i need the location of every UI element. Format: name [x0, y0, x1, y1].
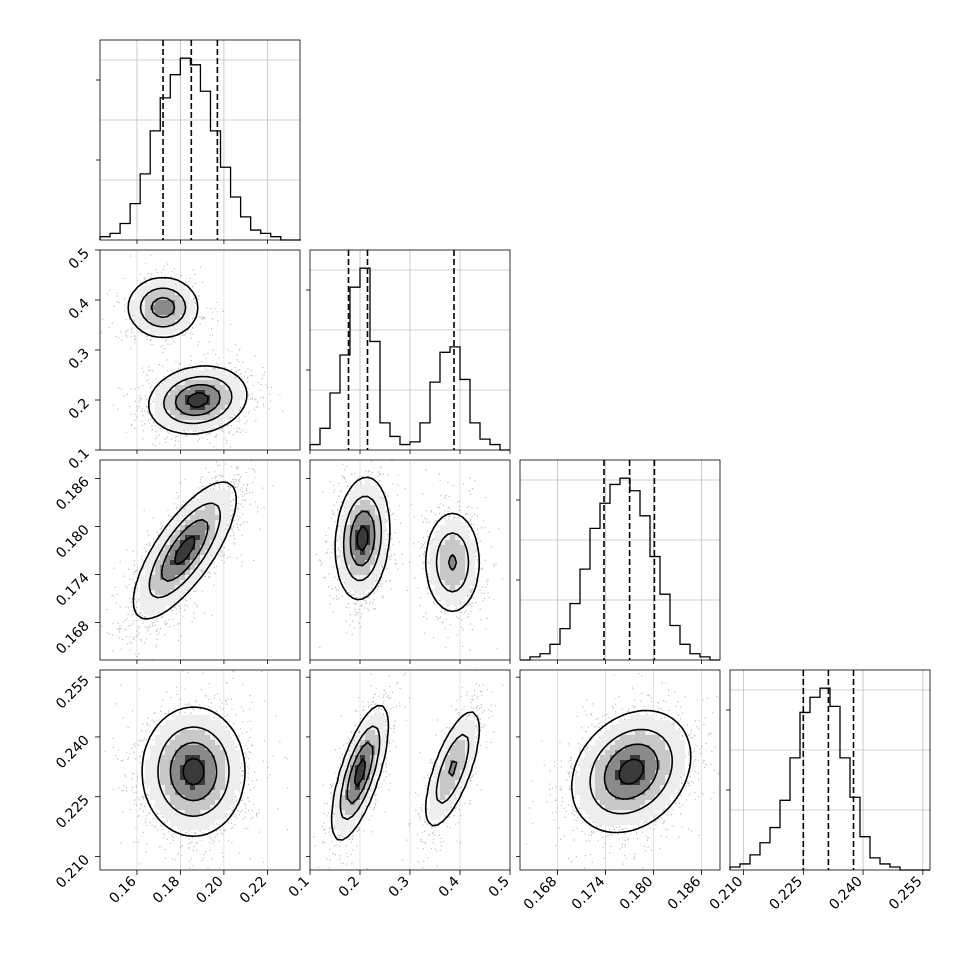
x-tick-label: 0.16: [106, 873, 139, 906]
panel-frame: [99, 39, 301, 241]
y-tick-label: 0.225: [53, 792, 93, 832]
contour-line: [139, 287, 233, 425]
scatter-panel-2-1: [309, 459, 511, 661]
scatter-content: [315, 460, 504, 660]
panel-frame: [99, 669, 301, 871]
contour-line: [186, 392, 209, 408]
x-tick-label: 0.4: [436, 873, 463, 900]
scatter-content: [313, 670, 510, 870]
scatter-panel-3-0: [99, 669, 301, 871]
scatter-panel-3-2: [519, 669, 721, 871]
density-fill: [170, 535, 200, 565]
contour-line: [148, 502, 221, 599]
x-tick-label: 0.1: [286, 874, 313, 901]
contour-line: [141, 706, 246, 837]
scatter-points: [313, 670, 510, 870]
x-tick-label: 0.2: [336, 874, 363, 901]
x-tick-label: 0.210: [707, 874, 747, 914]
x-tick-label: 0.174: [569, 873, 609, 913]
density-fill: [355, 755, 365, 790]
contour-line: [349, 510, 458, 571]
y-tick-label: 0.4: [66, 295, 93, 322]
y-tick-label: 0.2: [66, 396, 93, 423]
density-fill: [350, 510, 455, 570]
scatter-points: [100, 254, 300, 450]
contour-line: [132, 481, 237, 620]
panel-frame: [729, 669, 931, 871]
histogram-panel-3: [726, 669, 931, 871]
contour-line: [339, 725, 470, 821]
histogram-panel-2: [516, 459, 721, 661]
histogram-step: [99, 57, 301, 241]
density-fill: [150, 300, 220, 415]
y-tick-label: 0.3: [66, 346, 93, 373]
histogram-step: [309, 267, 510, 451]
x-tick-label: 0.180: [617, 874, 657, 914]
x-tick-label: 0.168: [521, 874, 561, 914]
contour-line: [334, 476, 481, 613]
contour-line: [354, 758, 366, 788]
scatter-panel-1-0: [99, 249, 301, 451]
scatter-content: [525, 670, 720, 870]
histogram-panel-1: [306, 249, 511, 451]
x-tick-label: 0.255: [886, 874, 926, 914]
x-tick-label: 0.3: [386, 874, 413, 901]
scatter-content: [100, 250, 300, 450]
contour-line: [174, 535, 196, 565]
contour-line: [169, 741, 218, 802]
y-tick-label: 0.210: [53, 852, 93, 892]
density-fill: [615, 755, 645, 785]
contour-line: [603, 743, 659, 800]
contour-line: [127, 276, 248, 435]
histogram-step: [729, 687, 930, 871]
histogram-panel-0: [96, 39, 301, 241]
x-tick-label: 0.20: [193, 874, 226, 907]
y-tick-label: 0.255: [53, 673, 93, 713]
x-tick-label: 0.22: [237, 874, 270, 907]
panel-frame: [519, 459, 721, 661]
panel-frame: [519, 669, 721, 871]
contour-line: [150, 296, 221, 417]
contour-line: [330, 704, 481, 841]
contour-line: [570, 709, 692, 834]
x-tick-label: 0.186: [665, 873, 705, 913]
contour-line: [182, 757, 205, 786]
contour-line: [589, 728, 673, 815]
contour-line: [342, 495, 470, 593]
y-tick-label: 0.5: [66, 246, 93, 273]
contour-line: [346, 741, 458, 804]
scatter-content: [104, 670, 289, 870]
panel-frame: [99, 459, 301, 661]
y-tick-label: 0.186: [53, 474, 93, 514]
scatter-panel-3-1: [309, 669, 511, 871]
scatter-panel-2-0: [99, 459, 301, 661]
contour-line: [160, 518, 209, 582]
x-tick-label: 0.18: [150, 874, 183, 907]
scatter-content: [101, 460, 274, 660]
x-tick-label: 0.240: [826, 874, 866, 914]
density-fill: [345, 740, 455, 805]
x-tick-label: 0.225: [766, 874, 806, 914]
x-tick-label: 0.5: [486, 874, 513, 901]
contour-line: [618, 758, 645, 785]
y-tick-label: 0.168: [53, 618, 93, 658]
scatter-points: [101, 460, 274, 660]
y-tick-label: 0.180: [53, 522, 93, 562]
histogram-step: [520, 477, 720, 661]
contour-line: [356, 525, 369, 552]
y-tick-label: 0.1: [66, 446, 93, 473]
y-tick-label: 0.240: [53, 732, 93, 772]
y-tick-label: 0.174: [53, 570, 93, 610]
contour-line: [157, 726, 230, 817]
